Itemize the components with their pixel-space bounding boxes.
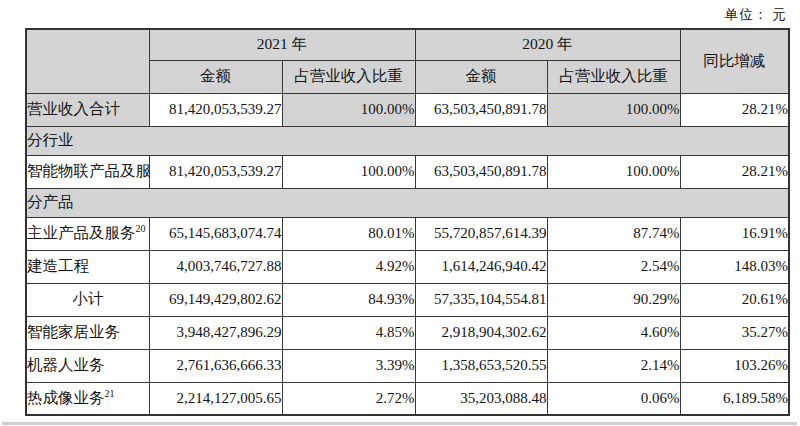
header-year-2020: 2020 年 [415, 29, 680, 60]
table-row: 建造工程4,003,746,727.884.92%1,614,246,940.4… [26, 250, 789, 283]
table-row: 智能物联产品及服务81,420,053,539.27100.00%63,503,… [26, 155, 789, 188]
amount-2020-cell: 2,918,904,302.62 [415, 316, 547, 349]
amount-2021-cell: 4,003,746,727.88 [149, 250, 282, 283]
yoy-cell: 16.91% [680, 217, 789, 250]
table-row: 分产品 [26, 188, 789, 217]
ratio-2021-cell: 84.93% [282, 283, 415, 316]
footnote-ref: 20 [136, 223, 146, 234]
header-amount-2021: 金额 [149, 60, 282, 93]
header-amount-2020: 金额 [415, 60, 547, 93]
ratio-2020-cell: 100.00% [547, 93, 680, 126]
table-body: 营业收入合计81,420,053,539.27100.00%63,503,450… [26, 93, 789, 415]
amount-2020-cell: 63,503,450,891.78 [415, 93, 547, 126]
table-row: 小计69,149,429,802.6284.93%57,335,104,554.… [26, 283, 789, 316]
row-label: 主业产品及服务20 [26, 217, 149, 250]
yoy-cell: 20.61% [680, 283, 789, 316]
row-label: 热成像业务21 [26, 382, 149, 415]
amount-2020-cell: 63,503,450,891.78 [415, 155, 547, 188]
header-ratio-2020: 占营业收入比重 [547, 60, 680, 93]
ratio-2020-cell: 90.29% [547, 283, 680, 316]
table-row: 主业产品及服务2065,145,683,074.7480.01%55,720,8… [26, 217, 789, 250]
unit-label: 单位： 元 [725, 6, 787, 24]
row-label: 机器人业务 [26, 349, 149, 382]
yoy-cell: 28.21% [680, 93, 789, 126]
footnote-ref: 21 [105, 388, 115, 399]
amount-2021-cell: 2,214,127,005.65 [149, 382, 282, 415]
amount-2020-cell: 55,720,857,614.39 [415, 217, 547, 250]
table-row: 智能家居业务3,948,427,896.294.85%2,918,904,302… [26, 316, 789, 349]
yoy-cell: 148.03% [680, 250, 789, 283]
yoy-cell: 103.26% [680, 349, 789, 382]
amount-2021-cell: 2,761,636,666.33 [149, 349, 282, 382]
yoy-cell: 35.27% [680, 316, 789, 349]
ratio-2020-cell: 0.06% [547, 382, 680, 415]
amount-2020-cell: 1,614,246,940.42 [415, 250, 547, 283]
ratio-2020-cell: 87.74% [547, 217, 680, 250]
ratio-2021-cell: 4.92% [282, 250, 415, 283]
yoy-cell: 6,189.58% [680, 382, 789, 415]
ratio-2020-cell: 2.54% [547, 250, 680, 283]
amount-2021-cell: 65,145,683,074.74 [149, 217, 282, 250]
section-row-label: 分行业 [26, 126, 789, 155]
next-table-top-edge [2, 422, 797, 425]
ratio-2020-cell: 100.00% [547, 155, 680, 188]
row-label: 营业收入合计 [26, 93, 149, 126]
header-ratio-2021: 占营业收入比重 [282, 60, 415, 93]
amount-2020-cell: 1,358,653,520.55 [415, 349, 547, 382]
table-row: 营业收入合计81,420,053,539.27100.00%63,503,450… [26, 93, 789, 126]
row-label: 智能物联产品及服务 [26, 155, 149, 188]
table-row: 机器人业务2,761,636,666.333.39%1,358,653,520.… [26, 349, 789, 382]
amount-2021-cell: 69,149,429,802.62 [149, 283, 282, 316]
amount-2020-cell: 35,203,088.48 [415, 382, 547, 415]
amount-2021-cell: 81,420,053,539.27 [149, 155, 282, 188]
row-label: 小计 [26, 283, 149, 316]
amount-2020-cell: 57,335,104,554.81 [415, 283, 547, 316]
revenue-breakdown-table: 2021 年 2020 年 同比增减 金额 占营业收入比重 金额 占营业收入比重… [25, 28, 790, 416]
header-yoy-change: 同比增减 [680, 29, 789, 93]
ratio-2021-cell: 3.39% [282, 349, 415, 382]
row-label: 建造工程 [26, 250, 149, 283]
amount-2021-cell: 3,948,427,896.29 [149, 316, 282, 349]
table-row: 分行业 [26, 126, 789, 155]
header-year-2021: 2021 年 [149, 29, 415, 60]
ratio-2021-cell: 80.01% [282, 217, 415, 250]
header-corner-cell [26, 29, 149, 93]
ratio-2021-cell: 4.85% [282, 316, 415, 349]
section-row-label: 分产品 [26, 188, 789, 217]
amount-2021-cell: 81,420,053,539.27 [149, 93, 282, 126]
ratio-2020-cell: 4.60% [547, 316, 680, 349]
row-label: 智能家居业务 [26, 316, 149, 349]
yoy-cell: 28.21% [680, 155, 789, 188]
ratio-2021-cell: 2.72% [282, 382, 415, 415]
ratio-2020-cell: 2.14% [547, 349, 680, 382]
header-row-years: 2021 年 2020 年 同比增减 [26, 29, 789, 60]
table-row: 热成像业务212,214,127,005.652.72%35,203,088.4… [26, 382, 789, 415]
table-header: 2021 年 2020 年 同比增减 金额 占营业收入比重 金额 占营业收入比重 [26, 29, 789, 93]
ratio-2021-cell: 100.00% [282, 93, 415, 126]
ratio-2021-cell: 100.00% [282, 155, 415, 188]
